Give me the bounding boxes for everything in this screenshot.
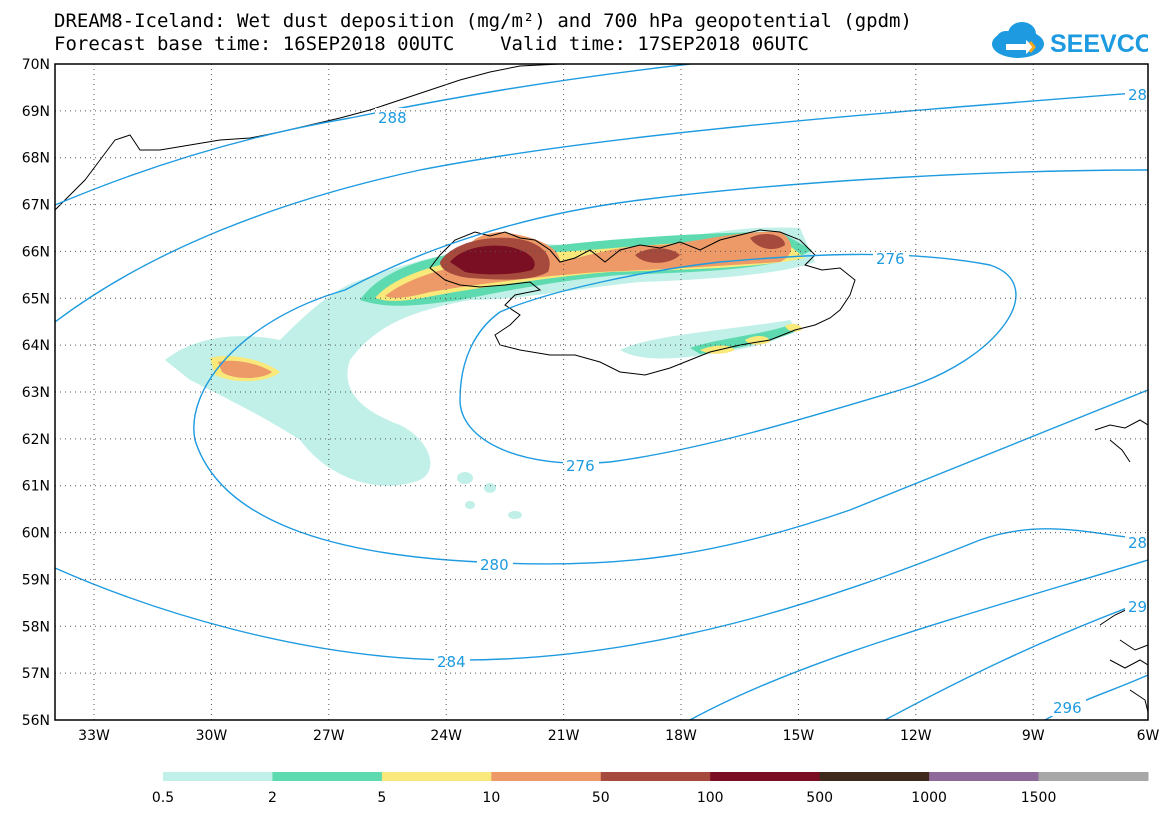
contour-label: 29 xyxy=(1128,598,1147,616)
map-title: DREAM8-Iceland: Wet dust deposition (mg/… xyxy=(54,10,912,32)
map-frame xyxy=(54,63,1149,721)
lat-tick-label: 70N xyxy=(22,57,50,73)
scotland-coastline xyxy=(1099,599,1148,713)
colorbar-tick-label: 0.5 xyxy=(152,790,174,806)
contour-label: 296 xyxy=(1053,699,1082,717)
colorbar-tick-label: 5 xyxy=(377,790,386,806)
lat-tick-label: 61N xyxy=(22,479,50,495)
dust-patch-southwest xyxy=(185,350,285,386)
gridlines xyxy=(55,64,1148,720)
contour-label: 28 xyxy=(1128,534,1147,552)
contour-label: 280 xyxy=(480,556,509,574)
lon-tick-label: 15W xyxy=(783,728,815,744)
iceland-coastline xyxy=(429,229,856,376)
contour-276 xyxy=(459,253,1017,464)
colorbar-swatch xyxy=(600,772,711,781)
lat-tick-label: 59N xyxy=(22,572,50,588)
lon-tick-label: 9W xyxy=(1022,728,1045,744)
lat-tick-label: 68N xyxy=(22,151,50,167)
colorbar-tick-label: 500 xyxy=(806,790,833,806)
colorbar-labels: 0.5 2 5 10 50 100 500 1000 1500 xyxy=(152,790,1057,806)
seevccc-logo: SEEVCCC xyxy=(992,22,1148,58)
contour-label: 276 xyxy=(566,457,595,475)
logo-text: SEEVCCC xyxy=(1050,30,1148,58)
colorbar-tick-label: 100 xyxy=(697,790,724,806)
colorbar-swatch xyxy=(710,772,821,781)
lon-tick-label: 12W xyxy=(900,728,932,744)
colorbar-tick-label: 1000 xyxy=(911,790,947,806)
colorbar-swatches xyxy=(163,772,1149,781)
colorbar-tick-label: 1500 xyxy=(1021,790,1057,806)
dust-patch-southeast xyxy=(620,320,802,359)
lon-tick-label: 21W xyxy=(548,728,580,744)
lat-tick-label: 67N xyxy=(22,198,50,214)
colorbar-swatch xyxy=(929,772,1040,781)
lat-tick-label: 63N xyxy=(22,385,50,401)
coastlines xyxy=(55,64,1148,713)
contour-292 xyxy=(884,599,1148,720)
dust-core-darkred xyxy=(450,245,535,275)
map-subtitle: Forecast base time: 16SEP2018 00UTC Vali… xyxy=(54,33,809,55)
contour-284 xyxy=(55,91,1148,661)
colorbar-swatch xyxy=(163,772,273,781)
lat-tick-label: 58N xyxy=(22,619,50,635)
lon-tick-label: 27W xyxy=(313,728,345,744)
contour-label: 28 xyxy=(1128,86,1147,104)
greenland-coastline xyxy=(55,64,561,211)
contour-label: 276 xyxy=(876,250,905,268)
cloud-icon xyxy=(992,22,1044,58)
colorbar-swatch xyxy=(1038,772,1149,781)
contour-labels: 288 28 276 276 280 284 28 29 296 xyxy=(375,85,1148,717)
colorbar-swatch xyxy=(819,772,930,781)
contour-label: 288 xyxy=(378,109,407,127)
lon-tick-label: 6W xyxy=(1137,728,1160,744)
lat-tick-label: 64N xyxy=(22,338,50,354)
lon-tick-label: 30W xyxy=(196,728,228,744)
contour-288 xyxy=(55,64,1148,720)
axis-labels: 70N 69N 68N 67N 66N 65N 64N 63N 62N 61N 60N 59N 58N 5… xyxy=(22,57,1160,744)
lat-tick-label: 69N xyxy=(22,104,50,120)
colorbar-tick-label: 2 xyxy=(268,790,277,806)
dust-plume-light xyxy=(165,227,815,486)
lon-tick-label: 24W xyxy=(430,728,462,744)
lon-tick-label: 33W xyxy=(78,728,110,744)
colorbar-swatch xyxy=(491,772,602,781)
faroe-coastline xyxy=(1094,419,1148,463)
lat-tick-label: 66N xyxy=(22,244,50,260)
colorbar-tick-label: 10 xyxy=(482,790,500,806)
colorbar-swatch xyxy=(272,772,383,781)
geopotential-contours xyxy=(55,64,1148,720)
dust-deposition-field xyxy=(165,227,815,519)
colorbar-tick-label: 50 xyxy=(592,790,610,806)
contour-label: 284 xyxy=(437,653,466,671)
lat-tick-label: 57N xyxy=(22,666,50,682)
lon-tick-label: 18W xyxy=(665,728,697,744)
lat-tick-label: 56N xyxy=(22,713,50,729)
lat-tick-label: 65N xyxy=(22,291,50,307)
lat-tick-label: 60N xyxy=(22,526,50,542)
colorbar-swatch xyxy=(381,772,492,781)
dust-speckles xyxy=(457,472,522,519)
lat-tick-label: 62N xyxy=(22,432,50,448)
